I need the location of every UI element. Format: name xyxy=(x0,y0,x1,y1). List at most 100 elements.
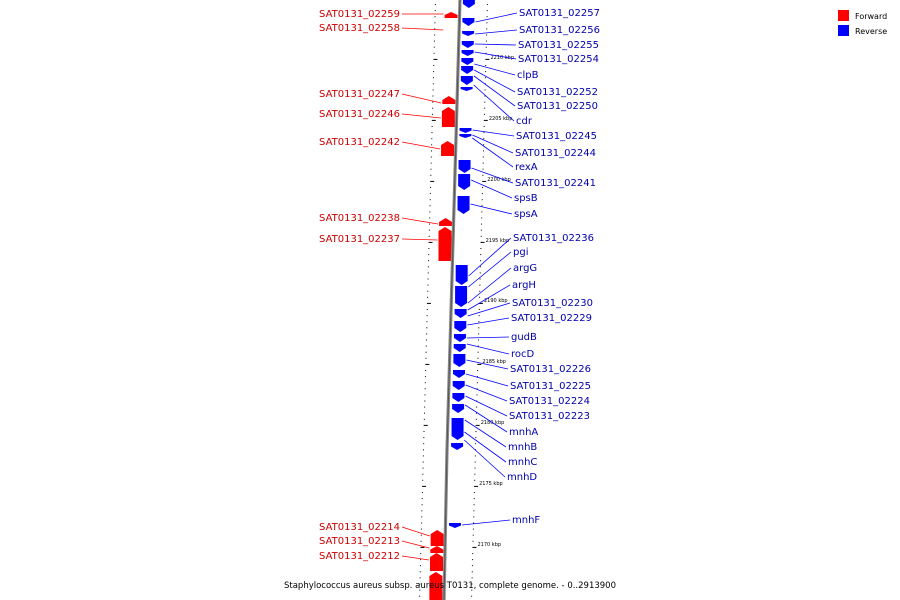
forward-gene-label[interactable]: SAT0131_02247 xyxy=(319,89,400,100)
reverse-gene-label[interactable]: SAT0131_02257 xyxy=(519,8,600,19)
reverse-gene-label[interactable]: rexA xyxy=(515,162,538,173)
reverse-gene-block[interactable] xyxy=(460,87,473,91)
reverse-gene-block[interactable] xyxy=(460,76,473,85)
reverse-gene-label[interactable]: mnhA xyxy=(509,427,538,438)
reverse-gene-block[interactable] xyxy=(461,41,474,48)
forward-connector xyxy=(401,555,430,561)
reverse-gene-block[interactable] xyxy=(448,523,461,528)
reverse-gene-label[interactable]: SAT0131_02255 xyxy=(518,40,599,51)
scale-mark-right xyxy=(486,4,488,5)
reverse-gene-block[interactable] xyxy=(462,18,475,26)
forward-gene-label[interactable]: SAT0131_02237 xyxy=(319,234,400,245)
forward-gene-block[interactable] xyxy=(439,218,453,226)
reverse-gene-label[interactable]: clpB xyxy=(517,70,539,81)
scale-mark-left xyxy=(425,370,427,371)
reverse-gene-block[interactable] xyxy=(457,196,470,214)
reverse-gene-label[interactable]: SAT0131_02241 xyxy=(515,178,596,189)
reverse-gene-block[interactable] xyxy=(453,370,466,378)
reverse-gene-block[interactable] xyxy=(453,354,466,367)
reverse-gene-block[interactable] xyxy=(452,381,465,390)
forward-gene-block[interactable] xyxy=(441,141,455,156)
reverse-gene-label[interactable]: SAT0131_02252 xyxy=(517,87,598,98)
reverse-gene-block[interactable] xyxy=(454,309,467,318)
reverse-gene-label[interactable]: pgi xyxy=(513,247,528,258)
reverse-gene-label[interactable]: SAT0131_02225 xyxy=(510,381,591,392)
reverse-gene-label[interactable]: SAT0131_02223 xyxy=(509,411,590,422)
reverse-gene-label[interactable]: SAT0131_02256 xyxy=(519,25,600,36)
reverse-gene-label[interactable]: SAT0131_02236 xyxy=(513,233,594,244)
reverse-gene-label[interactable]: mnhD xyxy=(507,472,537,483)
reverse-gene-block[interactable] xyxy=(451,418,464,440)
reverse-gene-block[interactable] xyxy=(452,393,465,402)
reverse-gene-block[interactable] xyxy=(462,0,475,8)
reverse-gene-label[interactable]: SAT0131_02245 xyxy=(516,131,597,142)
reverse-gene-label[interactable]: mnhC xyxy=(508,457,537,468)
reverse-gene-block[interactable] xyxy=(461,58,474,65)
reverse-gene-block[interactable] xyxy=(453,344,466,352)
forward-gene-label[interactable]: SAT0131_02258 xyxy=(319,23,400,34)
forward-gene-block[interactable] xyxy=(442,96,456,104)
scale-mark-left xyxy=(430,150,432,152)
reverse-gene-block[interactable] xyxy=(458,160,471,173)
reverse-connector xyxy=(473,84,515,122)
reverse-gene-label[interactable]: SAT0131_02244 xyxy=(515,148,596,159)
reverse-gene-label[interactable]: gudB xyxy=(511,332,537,343)
forward-connector xyxy=(401,141,441,150)
reverse-gene-block[interactable] xyxy=(459,134,472,138)
scale-mark-left xyxy=(427,266,429,268)
forward-gene-block[interactable] xyxy=(430,553,444,571)
reverse-gene-label[interactable]: SAT0131_02229 xyxy=(511,313,592,324)
reverse-gene-block[interactable] xyxy=(459,128,472,133)
reverse-gene-label[interactable]: SAT0131_02250 xyxy=(517,101,598,112)
reverse-gene-block[interactable] xyxy=(455,286,468,307)
reverse-gene-label[interactable]: rocD xyxy=(511,349,535,360)
reverse-gene-label[interactable]: spsB xyxy=(514,193,538,204)
reverse-gene-label[interactable]: SAT0131_02226 xyxy=(510,364,591,375)
reverse-connector xyxy=(466,336,510,339)
forward-gene-block[interactable] xyxy=(429,572,443,600)
reverse-gene-block[interactable] xyxy=(461,50,474,56)
reverse-gene-label[interactable]: mnhB xyxy=(508,442,537,453)
scale-mark-left xyxy=(421,510,423,512)
scale-mark-right xyxy=(474,467,476,469)
forward-gene-label[interactable]: SAT0131_02238 xyxy=(319,213,400,224)
scale-mark-left xyxy=(430,156,432,158)
scale-mark-right xyxy=(472,540,474,542)
forward-gene-label[interactable]: SAT0131_02212 xyxy=(319,551,400,562)
reverse-gene-block[interactable] xyxy=(455,265,468,285)
reverse-gene-block[interactable] xyxy=(461,66,474,74)
reverse-gene-label[interactable]: SAT0131_02224 xyxy=(509,396,590,407)
scale-mark-left xyxy=(434,22,436,24)
reverse-gene-block[interactable] xyxy=(452,404,465,413)
reverse-gene-label[interactable]: SAT0131_02254 xyxy=(518,54,599,65)
reverse-gene-block[interactable] xyxy=(453,334,466,342)
reverse-gene-label[interactable]: cdr xyxy=(516,116,533,127)
reverse-gene-label[interactable]: argH xyxy=(512,280,536,291)
scale-mark-left xyxy=(422,455,424,457)
scale-mark-right xyxy=(484,101,486,103)
reverse-gene-block[interactable] xyxy=(462,31,475,36)
forward-gene-block[interactable] xyxy=(430,546,444,553)
forward-connector xyxy=(401,540,430,549)
scale-mark-right xyxy=(476,376,478,378)
forward-gene-block[interactable] xyxy=(441,107,455,127)
reverse-gene-label[interactable]: spsA xyxy=(514,209,538,220)
forward-gene-block[interactable] xyxy=(444,12,458,18)
reverse-gene-block[interactable] xyxy=(458,174,471,190)
scale-mark-right xyxy=(486,10,488,12)
forward-gene-block[interactable] xyxy=(438,227,452,261)
forward-gene-label[interactable]: SAT0131_02242 xyxy=(319,137,400,148)
forward-gene-label[interactable]: SAT0131_02246 xyxy=(319,109,400,120)
forward-gene-label[interactable]: SAT0131_02214 xyxy=(319,522,400,533)
tick-label: 2195 kbp xyxy=(486,238,510,244)
forward-gene-label[interactable]: SAT0131_02259 xyxy=(319,9,400,20)
reverse-gene-label[interactable]: SAT0131_02230 xyxy=(512,298,593,309)
reverse-gene-label[interactable]: mnhF xyxy=(512,515,540,526)
forward-connector xyxy=(401,113,441,119)
reverse-gene-block[interactable] xyxy=(454,321,467,332)
reverse-gene-block[interactable] xyxy=(451,443,464,450)
forward-gene-label[interactable]: SAT0131_02213 xyxy=(319,536,400,547)
scale-mark-right xyxy=(477,345,479,347)
forward-gene-block[interactable] xyxy=(430,530,444,546)
reverse-gene-label[interactable]: argG xyxy=(513,263,537,274)
